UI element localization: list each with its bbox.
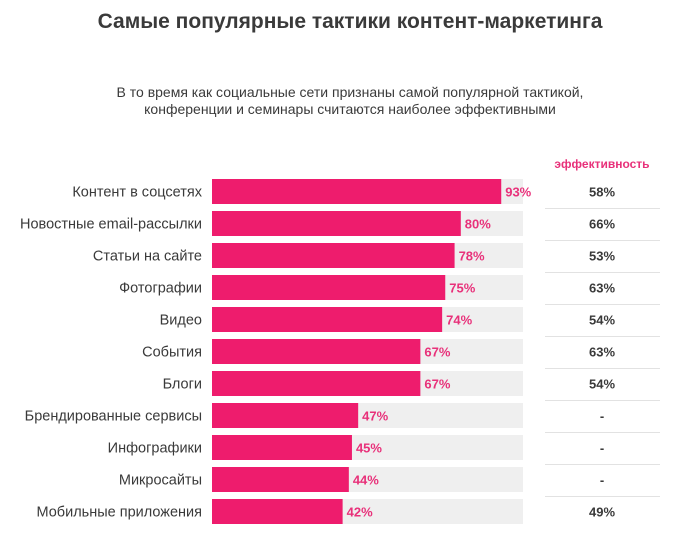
effectiveness-value: 63% [589,345,615,360]
bar [212,435,352,460]
effectiveness-value: 66% [589,217,615,232]
value-label: 80% [465,217,491,232]
value-label: 78% [459,249,485,264]
subtitle-line-2: конференции и семинары считаются наиболе… [144,101,556,117]
chart-title: Самые популярные тактики контент-маркети… [97,10,603,33]
category-label: Микросайты [119,473,202,489]
effectiveness-value: - [600,409,604,424]
effectiveness-value: 54% [589,377,615,392]
value-label: 75% [449,281,475,296]
value-label: 74% [446,313,472,328]
effectiveness-value: 63% [589,281,615,296]
value-label: 67% [424,377,450,392]
bar [212,499,343,524]
effectiveness-value: 53% [589,249,615,264]
bar [212,467,349,492]
bar [212,211,461,236]
category-label: Инфографики [108,441,202,457]
effectiveness-value: 54% [589,313,615,328]
subtitle-line-1: В то время как социальные сети признаны … [116,84,584,100]
chart-subtitle: В то время как социальные сети признаны … [0,84,700,118]
value-label: 42% [347,505,373,520]
effectiveness-value: 49% [589,505,615,520]
value-label: 93% [505,185,531,200]
value-label: 45% [356,441,382,456]
category-label: Блоги [163,377,202,393]
effectiveness-value: - [600,473,604,488]
category-label: Брендированные сервисы [25,409,202,425]
category-label: Новостные email-рассылки [20,217,202,233]
category-label: Видео [160,313,202,329]
value-label: 44% [353,473,379,488]
bar [212,179,502,204]
category-label: Фотографии [119,281,202,297]
value-label: 67% [424,345,450,360]
bar [212,307,443,332]
bar [212,275,446,300]
effectiveness-header: эффективность [554,157,649,171]
category-label: Статьи на сайте [93,249,202,265]
bar [212,403,359,428]
category-label: Контент в соцсетях [72,185,202,201]
effectiveness-value: 58% [589,185,615,200]
bar [212,339,421,364]
bar [212,371,421,396]
category-label: События [142,345,202,361]
bar [212,243,455,268]
category-label: Мобильные приложения [36,505,202,521]
effectiveness-value: - [600,441,604,456]
value-label: 47% [362,409,388,424]
